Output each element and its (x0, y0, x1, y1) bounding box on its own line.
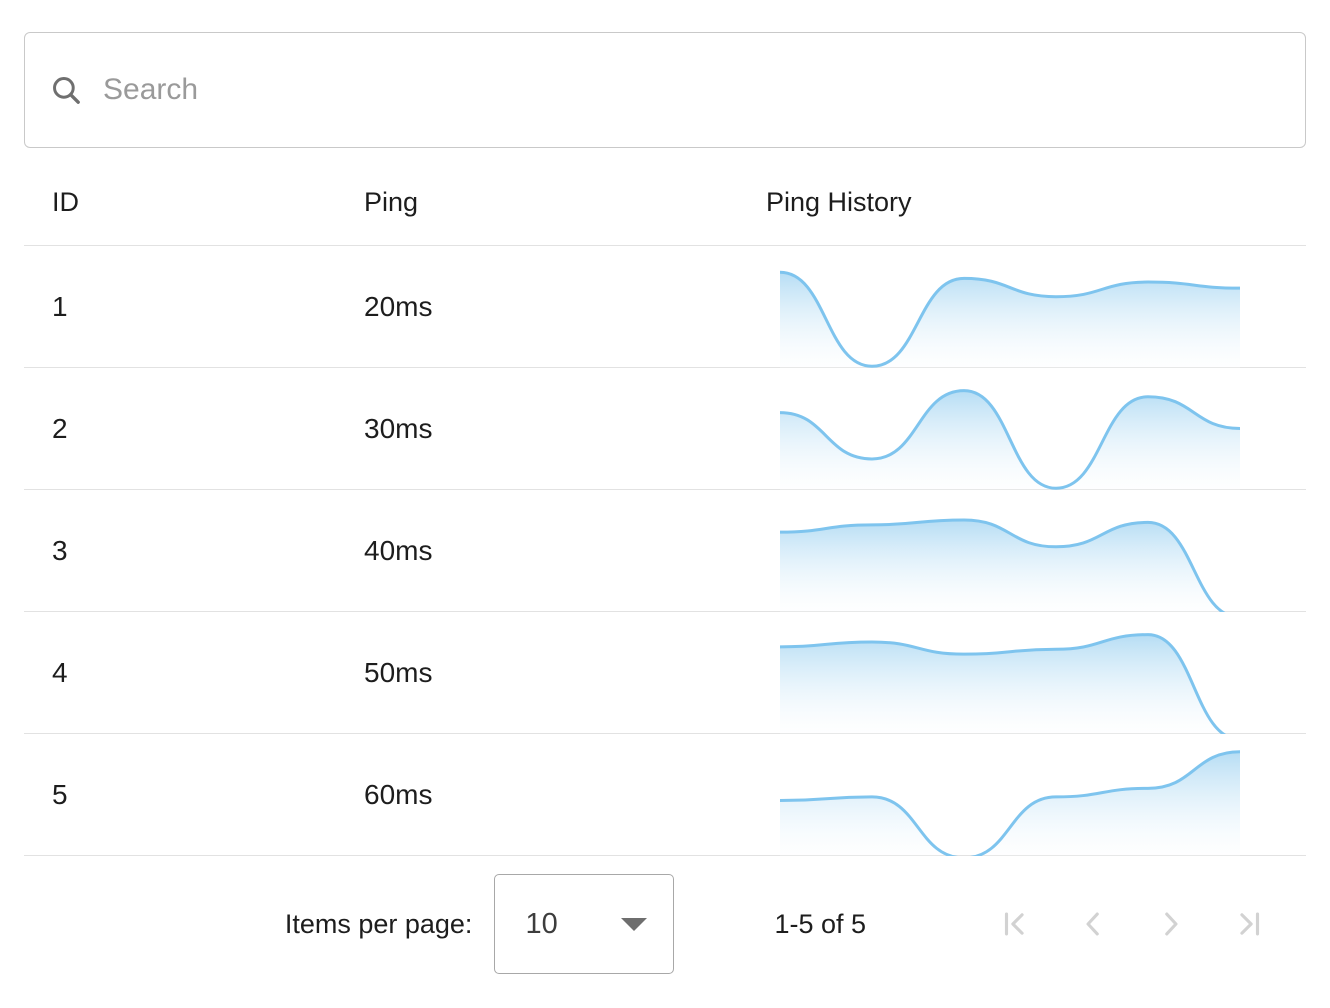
previous-page-button[interactable] (1054, 885, 1132, 963)
table-header-row: ID Ping Ping History (24, 160, 1306, 246)
cell-id: 4 (52, 656, 68, 688)
last-page-icon (1240, 912, 1260, 936)
search-icon (53, 77, 80, 104)
column-header-id[interactable]: ID (52, 187, 79, 217)
first-page-button[interactable] (976, 885, 1054, 963)
cell-id: 2 (52, 412, 68, 444)
page-range-label: 1-5 of 5 (774, 908, 866, 939)
cell-ping-history (766, 246, 1306, 368)
chevron-down-icon (621, 917, 648, 931)
chevron-right-icon (1165, 912, 1178, 936)
pagination-buttons (976, 885, 1288, 963)
items-per-page-label: Items per page: (284, 908, 473, 939)
cell-ping: 30ms (364, 412, 433, 444)
paginator: Items per page: 10 1-5 of 5 (24, 869, 1306, 979)
table-row[interactable]: 2 30ms (24, 368, 1306, 490)
sparkline-chart-1 (780, 254, 1240, 368)
items-per-page-select[interactable]: 10 (494, 874, 675, 974)
table-row[interactable]: 1 20ms (24, 246, 1306, 368)
sparkline-chart-5 (780, 742, 1240, 856)
cell-ping: 40ms (364, 534, 433, 566)
cell-id: 5 (52, 778, 68, 810)
sparkline-chart-4 (780, 620, 1240, 734)
table-row[interactable]: 5 60ms (24, 734, 1306, 856)
sparkline-chart-2 (780, 376, 1240, 490)
items-per-page-value: 10 (525, 907, 558, 940)
sparkline-chart-3 (780, 498, 1240, 612)
data-table: ID Ping Ping History 1 20ms 2 30ms 3 40m… (24, 160, 1306, 856)
column-header-ping[interactable]: Ping (364, 187, 419, 217)
cell-ping-history (766, 734, 1306, 856)
first-page-icon (1004, 912, 1024, 936)
column-header-history[interactable]: Ping History (766, 187, 912, 217)
last-page-button[interactable] (1210, 885, 1288, 963)
table-row[interactable]: 4 50ms (24, 612, 1306, 734)
cell-id: 3 (52, 534, 68, 566)
table-row[interactable]: 3 40ms (24, 490, 1306, 612)
cell-ping-history (766, 490, 1306, 612)
cell-ping-history (766, 612, 1306, 734)
cell-ping: 20ms (364, 290, 433, 322)
cell-ping-history (766, 368, 1306, 490)
next-page-button[interactable] (1132, 885, 1210, 963)
search-field[interactable] (24, 32, 1306, 148)
search-input[interactable] (103, 73, 1281, 107)
cell-ping: 50ms (364, 656, 433, 688)
chevron-left-icon (1086, 912, 1099, 936)
cell-id: 1 (52, 290, 68, 322)
cell-ping: 60ms (364, 778, 433, 810)
